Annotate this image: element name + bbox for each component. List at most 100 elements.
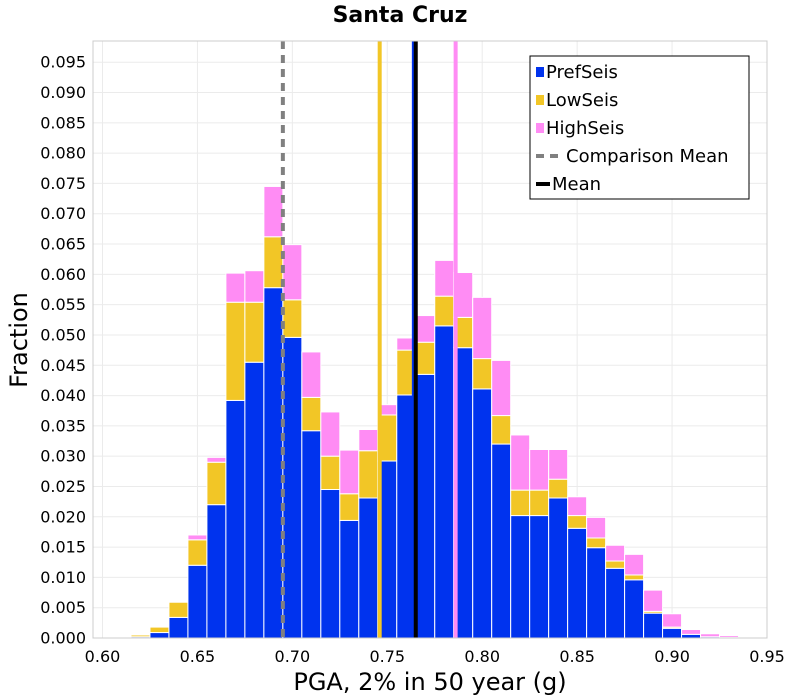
bar-highseis [529,449,550,491]
x-tick-label: 0.70 [275,647,311,666]
bar-lowseis [206,461,227,506]
bar-highseis [548,449,569,480]
y-axis-label: Fraction [5,292,33,388]
bar-highseis [339,449,360,495]
bar-highseis [662,613,683,628]
bar-lowseis [244,301,265,363]
bar-highseis [415,315,436,343]
bar-prefseis [263,287,284,639]
y-tick-label: 0.065 [40,235,86,254]
y-tick-label: 0.020 [40,507,86,526]
bar-prefseis [681,633,702,639]
bar-lowseis [358,450,379,499]
legend-item-comparison-mean-label: Comparison Mean [566,146,729,167]
bar-lowseis [472,358,493,390]
y-tick-label: 0.085 [40,113,86,132]
bar-highseis [681,629,702,635]
bar-prefseis [415,373,436,639]
bar-lowseis [301,396,322,432]
bar-highseis [472,296,493,360]
chart-title: Santa Cruz [333,3,468,28]
legend-item-highseis-label: HighSeis [546,118,624,139]
bar-prefseis [567,527,588,639]
bar-highseis [605,544,626,562]
y-tick-label: 0.010 [40,568,86,587]
y-tick-label: 0.070 [40,204,86,223]
bar-lowseis [567,515,588,529]
bar-prefseis [472,388,493,639]
x-axis-label: PGA, 2% in 50 year (g) [293,668,566,696]
bar-prefseis [339,519,360,639]
legend: PrefSeis LowSeis HighSeis Comparison Mean Me… [529,55,750,200]
bar-highseis [434,259,455,297]
bar-lowseis [586,537,607,549]
bar-lowseis [187,539,208,566]
x-tick-label: 0.90 [654,647,690,666]
bar-lowseis [624,574,645,581]
bar-highseis [282,244,303,301]
x-tick-label: 0.60 [85,647,121,666]
bar-lowseis [320,455,341,491]
bar-prefseis [548,497,569,639]
y-tick-label: 0.090 [40,83,86,102]
y-tick-label: 0.055 [40,295,86,314]
legend-item-prefseis-label: PrefSeis [546,62,618,83]
bar-lowseis [225,301,246,401]
legend-item-mean-label: Mean [552,174,601,195]
y-tick-label: 0.075 [40,174,86,193]
bar-highseis [567,496,588,517]
y-tick-label: 0.000 [40,629,86,648]
bar-lowseis [339,493,360,521]
bar-prefseis [187,564,208,639]
bar-highseis [225,272,246,303]
bar-lowseis [548,478,569,499]
y-axis-ticks: 0.000 0.005 0.010 0.015 0.020 0.025 0.030 0.035… [40,53,86,648]
x-tick-label: 0.75 [369,647,405,666]
bar-lowseis [282,299,303,338]
bar-highseis [586,516,607,539]
y-tick-label: 0.040 [40,386,86,405]
bar-prefseis [358,497,379,639]
bar-prefseis [624,579,645,639]
y-tick-label: 0.050 [40,325,86,344]
bar-highseis [700,633,721,638]
bar-lowseis [529,489,550,517]
bar-prefseis [320,489,341,639]
y-tick-label: 0.030 [40,447,86,466]
bar-highseis [244,270,265,303]
mean-lines-group [280,41,458,638]
bars-group [111,185,740,639]
y-tick-label: 0.080 [40,144,86,163]
bar-highseis [719,635,740,638]
bar-prefseis [491,443,512,639]
bar-prefseis [529,515,550,639]
bar-lowseis [149,626,170,634]
x-tick-label: 0.95 [749,647,785,666]
bar-highseis [301,351,322,398]
bar-prefseis [225,399,246,639]
bar-highseis [643,589,664,612]
y-tick-label: 0.035 [40,416,86,435]
bar-lowseis [130,634,151,638]
bar-prefseis [510,515,531,639]
bar-prefseis [282,336,303,639]
y-tick-label: 0.015 [40,538,86,557]
bar-lowseis [263,236,284,289]
x-tick-label: 0.85 [559,647,595,666]
bar-lowseis [434,295,455,327]
legend-box [529,55,750,200]
x-axis-ticks: 0.60 0.65 0.70 0.75 0.80 0.85 0.90 0.95 [85,647,785,666]
bar-prefseis [605,567,626,639]
bar-highseis [320,411,341,457]
legend-item-lowseis-label: LowSeis [546,90,618,111]
bar-highseis [358,429,379,452]
y-tick-label: 0.005 [40,598,86,617]
y-tick-label: 0.095 [40,53,86,72]
bar-highseis [206,456,227,463]
bar-prefseis [586,547,607,639]
bar-highseis [187,534,208,541]
bar-prefseis [168,616,189,639]
bar-highseis [624,553,645,576]
